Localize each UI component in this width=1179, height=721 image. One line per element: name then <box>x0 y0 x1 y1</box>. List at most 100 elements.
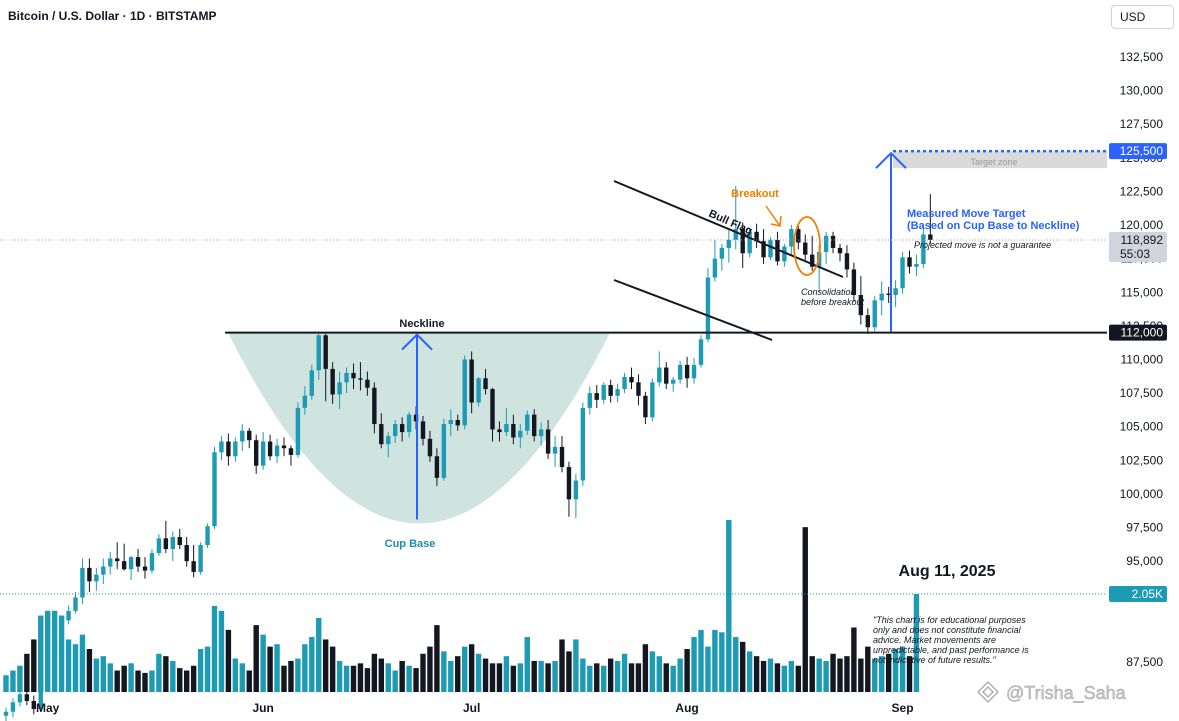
volume-bar <box>698 629 704 692</box>
volume-bar <box>753 656 760 692</box>
measured-move-title: Measured Move Target <box>907 208 1026 220</box>
candle-body <box>330 368 335 395</box>
candle <box>66 605 71 625</box>
volume-bar <box>142 672 148 692</box>
volume-bar <box>462 646 468 692</box>
candle-body <box>483 378 488 390</box>
candle <box>511 414 516 445</box>
volume-bar <box>837 658 843 692</box>
candle-body <box>156 538 162 554</box>
candle-body <box>281 445 287 449</box>
volume-bar <box>441 651 447 692</box>
candle-body <box>149 553 155 571</box>
volume-bar <box>621 653 628 692</box>
watermark: @Trisha_Saha <box>976 680 1127 704</box>
candle <box>705 268 711 343</box>
volume-bar <box>288 660 294 692</box>
candle-body <box>372 387 377 425</box>
candle-body <box>184 545 189 562</box>
volume-bar <box>816 658 822 692</box>
candle-body <box>101 566 106 575</box>
candle <box>643 391 648 425</box>
candle-body <box>344 372 349 383</box>
candle-body <box>768 239 773 258</box>
candle-body <box>24 694 30 701</box>
candle-body <box>698 339 704 365</box>
candle-body <box>80 567 85 598</box>
candle-body <box>108 558 113 567</box>
candle-body <box>796 229 801 243</box>
candle-body <box>87 567 92 582</box>
volume-bar <box>455 656 461 692</box>
candle <box>87 558 92 593</box>
volume-bar <box>218 610 225 692</box>
candle <box>761 229 766 265</box>
candle <box>872 296 877 332</box>
candle-body <box>462 359 467 426</box>
candle-body <box>288 448 294 455</box>
candle <box>747 227 752 258</box>
candle-body <box>657 367 662 383</box>
volume-bar <box>830 653 836 692</box>
candle <box>73 592 78 614</box>
candle-body <box>121 561 127 570</box>
candle-body <box>38 670 43 710</box>
disclaimer-line-4: unpredictable, and past performance is <box>873 645 1029 655</box>
date-label: Aug 11, 2025 <box>899 563 996 580</box>
x-tick-label: Jun <box>252 701 273 715</box>
candle <box>740 222 745 269</box>
candle-body <box>810 254 815 267</box>
volume-bar <box>350 665 357 692</box>
candle-body <box>365 379 370 388</box>
candle <box>830 231 836 254</box>
candle-body <box>267 441 273 457</box>
candle <box>177 528 182 550</box>
candle-body <box>476 378 481 403</box>
candle <box>212 446 217 529</box>
candle-body <box>233 441 238 457</box>
volume-bar <box>566 651 572 692</box>
volume-bar <box>58 615 65 692</box>
candle <box>163 520 169 554</box>
price-badge-teal: 2.05K <box>1109 586 1167 603</box>
candle-body <box>254 440 259 466</box>
volume-bar <box>642 644 649 692</box>
volume-bar <box>670 665 676 692</box>
price-badge-blue: 125,500 <box>1109 143 1167 160</box>
candle <box>38 666 43 712</box>
candle-body <box>66 610 71 621</box>
candle <box>309 364 314 400</box>
candle <box>316 333 321 380</box>
y-axis: 132,500130,000127,500125,000122,500120,0… <box>1109 50 1167 669</box>
candle <box>427 430 433 462</box>
volume-layer <box>3 520 920 692</box>
volume-bar <box>531 660 537 692</box>
volume-bar <box>899 646 906 692</box>
target-zone-label: Target zone <box>970 157 1017 167</box>
volume-bar <box>378 658 384 692</box>
y-tick-label: 127,500 <box>1120 117 1164 131</box>
candle-body <box>580 407 586 481</box>
candle-body <box>754 231 759 242</box>
candle-body <box>441 424 447 478</box>
candle-body <box>545 429 551 454</box>
currency-button[interactable]: USD <box>1111 5 1174 29</box>
candle-body <box>351 372 356 379</box>
measured-move-arrow-head-icon <box>875 151 907 169</box>
y-tick-label: 102,500 <box>1120 453 1164 467</box>
candle <box>59 616 64 640</box>
candle <box>476 376 481 407</box>
candle <box>657 351 662 387</box>
candle-body <box>170 536 175 550</box>
volume-bar <box>239 663 245 692</box>
candle-body <box>789 229 794 247</box>
candle <box>664 362 669 390</box>
volume-bar <box>795 665 801 692</box>
candle <box>796 223 801 250</box>
candle <box>281 437 287 457</box>
volume-bar <box>601 665 607 692</box>
candle <box>844 245 850 278</box>
candle-body <box>73 597 78 611</box>
